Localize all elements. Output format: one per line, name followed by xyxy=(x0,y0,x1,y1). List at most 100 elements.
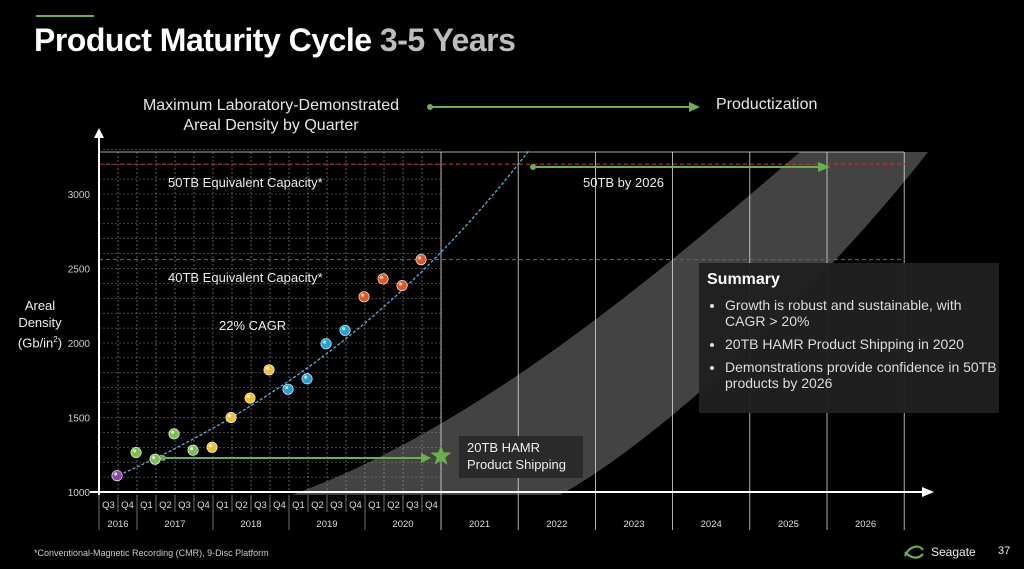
data-point xyxy=(415,254,427,266)
x-tick-label: Q1 xyxy=(140,500,153,511)
hamr-star-marker xyxy=(430,445,452,465)
header-lab-demonstrated: Maximum Laboratory-Demonstrated Areal De… xyxy=(142,97,400,134)
summary-bullet: Growth is robust and sustainable, with C… xyxy=(725,297,999,329)
x-tick-label: Q2 xyxy=(387,500,400,511)
title-accent-line xyxy=(36,15,94,17)
y-axis-arrow xyxy=(94,128,104,138)
trend-line xyxy=(113,150,529,478)
year-label: 2022 xyxy=(546,519,567,530)
x-tick-label: Q4 xyxy=(121,500,134,511)
summary-bullet: 20TB HAMR Product Shipping in 2020 xyxy=(725,336,999,352)
data-point-highlight xyxy=(133,449,137,453)
data-point xyxy=(225,411,237,423)
data-point xyxy=(130,447,142,459)
data-point xyxy=(168,428,180,440)
year-label: 2026 xyxy=(855,519,876,530)
data-point-highlight xyxy=(342,327,346,331)
data-point xyxy=(282,383,294,395)
data-point-highlight xyxy=(247,394,251,399)
seagate-logo-icon xyxy=(903,545,924,559)
data-point-highlight xyxy=(323,340,327,344)
target-50tb-arrowhead xyxy=(818,162,830,172)
x-tick-label: Q4 xyxy=(273,500,286,511)
data-point xyxy=(149,453,161,465)
y-tick-label: 1500 xyxy=(68,414,91,425)
y-tick-label: 3000 xyxy=(68,190,91,201)
year-label: 2021 xyxy=(469,519,490,530)
data-point-highlight xyxy=(361,293,365,297)
x-tick-label: Q1 xyxy=(368,500,381,511)
page-number: 37 xyxy=(998,545,1011,557)
data-point xyxy=(320,338,332,350)
summary-list: Growth is robust and sustainable, with C… xyxy=(699,297,999,391)
data-point-highlight xyxy=(418,256,422,260)
year-label: 2025 xyxy=(778,519,799,530)
productization-band xyxy=(292,152,928,495)
shipping-arrowhead xyxy=(421,453,431,463)
year-label: 2019 xyxy=(316,519,337,530)
x-tick-label: Q2 xyxy=(311,500,324,511)
year-label: 2017 xyxy=(164,519,185,530)
x-tick-label: Q4 xyxy=(197,500,210,511)
year-label: 2020 xyxy=(392,519,413,530)
year-label: 2024 xyxy=(701,519,722,530)
data-point-highlight xyxy=(114,472,118,476)
x-tick-label: Q3 xyxy=(178,500,191,511)
summary-bullet: Demonstrations provide confidence in 50T… xyxy=(725,359,999,391)
data-point xyxy=(111,470,123,482)
target-50tb-arrow-start xyxy=(530,164,536,170)
summary-heading: Summary xyxy=(707,271,780,288)
x-tick-label: Q3 xyxy=(254,500,267,511)
page-title: Product Maturity Cycle 3-5 Years xyxy=(34,22,516,58)
summary-box: Summary Growth is robust and sustainable… xyxy=(699,263,999,413)
y-tick-label: 2000 xyxy=(68,339,91,350)
data-point xyxy=(263,364,275,376)
x-tick-label: Q4 xyxy=(425,500,438,511)
cagr-label: 22% CAGR xyxy=(219,318,286,333)
data-point-highlight xyxy=(380,275,384,279)
data-point-highlight xyxy=(304,375,308,379)
x-tick-label: Q3 xyxy=(102,500,115,511)
data-point-highlight xyxy=(266,366,270,370)
x-axis-arrow xyxy=(922,487,934,497)
data-point-highlight xyxy=(399,282,403,286)
data-point xyxy=(396,280,408,292)
footnote: *Conventional-Magnetic Recording (CMR), … xyxy=(34,548,269,558)
data-point-highlight xyxy=(190,447,194,451)
year-label: 2016 xyxy=(107,519,128,530)
data-point xyxy=(206,441,218,453)
data-point-highlight xyxy=(228,414,232,418)
data-point xyxy=(187,444,199,456)
data-point-highlight xyxy=(209,444,213,448)
seagate-brand: Seagate xyxy=(903,542,983,562)
data-point xyxy=(301,373,313,385)
x-tick-label: Q3 xyxy=(406,500,419,511)
y-axis-title: Areal Density (Gb/in2) xyxy=(17,298,63,351)
hamr-shipping-callout: 20TB HAMR Product Shipping xyxy=(459,436,583,478)
target-50tb-label: 50TB by 2026 xyxy=(583,175,664,190)
reference-label: 50TB Equivalent Capacity* xyxy=(168,175,323,190)
page-subtitle: 3-5 Years xyxy=(379,22,516,58)
data-point-highlight xyxy=(285,385,289,390)
x-tick-label: Q1 xyxy=(216,500,229,511)
reference-label: 40TB Equivalent Capacity* xyxy=(168,270,323,285)
data-point xyxy=(244,392,256,404)
data-point-highlight xyxy=(152,456,156,460)
data-point xyxy=(377,273,389,285)
year-label: 2023 xyxy=(623,519,644,530)
data-point xyxy=(358,291,370,303)
shipping-arrow-start xyxy=(160,455,166,461)
y-tick-label: 2500 xyxy=(68,265,91,276)
header-productization: Productization xyxy=(716,96,818,113)
x-tick-label: Q2 xyxy=(159,500,172,511)
x-tick-label: Q4 xyxy=(349,500,362,511)
data-point xyxy=(339,324,351,336)
x-tick-label: Q2 xyxy=(235,500,248,511)
y-tick-label: 1000 xyxy=(68,488,91,499)
header-arrow xyxy=(427,102,700,112)
x-tick-label: Q1 xyxy=(292,500,305,511)
data-point-highlight xyxy=(171,430,175,434)
year-label: 2018 xyxy=(240,519,261,530)
x-tick-label: Q3 xyxy=(330,500,343,511)
